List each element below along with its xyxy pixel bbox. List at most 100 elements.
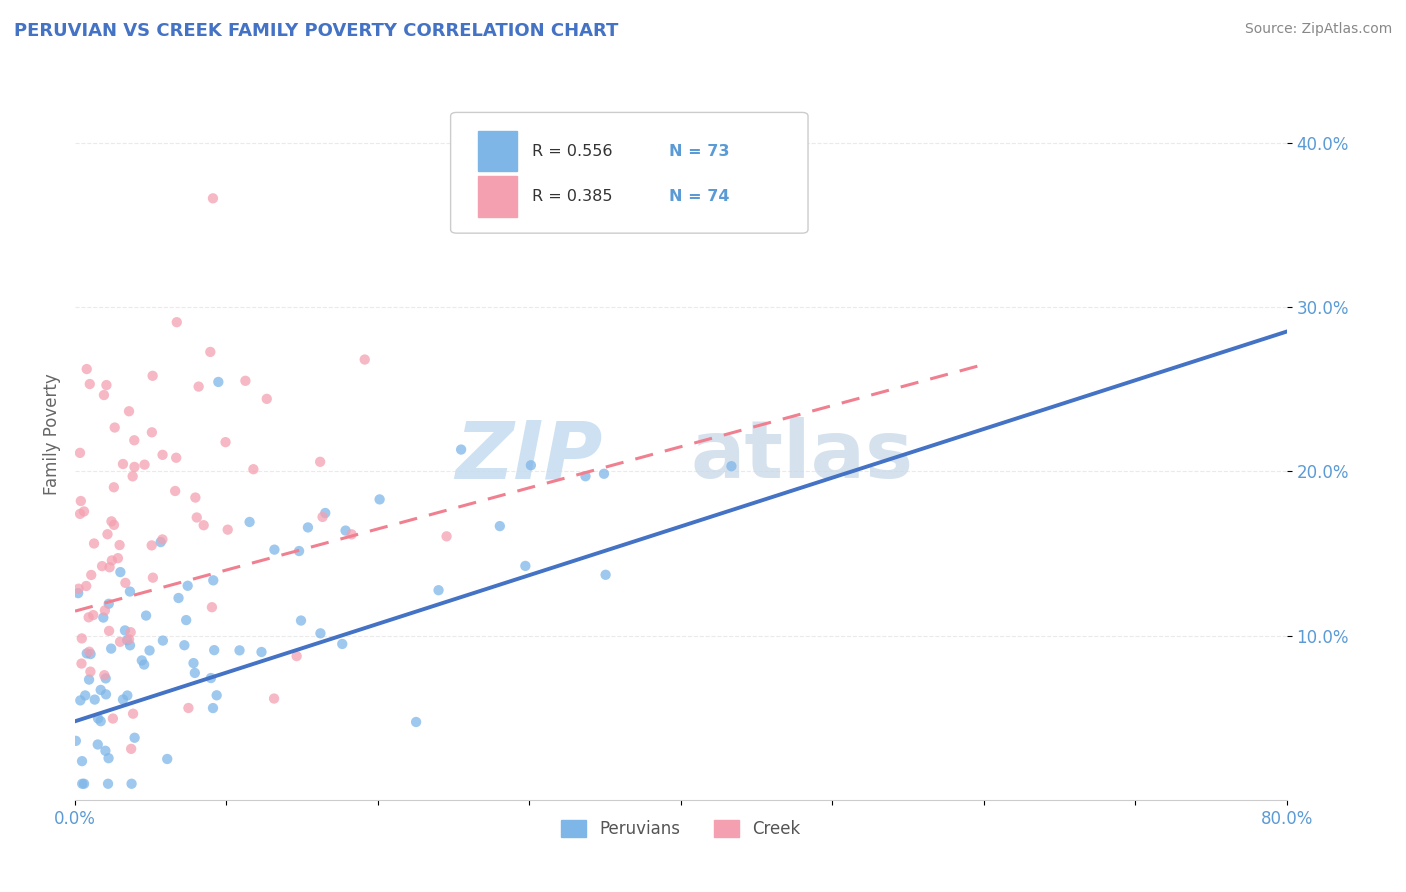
Point [200,345,222,359]
Text: R = 0.385: R = 0.385 [531,189,612,204]
Point [117,689,139,703]
Point [98,560,121,574]
Point [124,731,146,745]
Point [98,624,121,638]
Point [104,420,127,434]
Point [713,114,735,128]
Point [70,657,93,671]
Point [165,450,187,465]
Point [489,519,512,533]
Point [405,714,427,729]
Point [184,491,207,505]
Point [69,693,91,707]
Point [165,483,187,498]
Point [152,533,174,547]
Point [184,665,207,680]
Point [132,657,155,672]
Point [183,656,205,670]
Point [214,435,236,450]
Point [101,553,124,567]
Point [100,514,122,528]
Point [65,734,87,748]
Point [152,633,174,648]
Point [593,467,616,481]
Point [135,608,157,623]
Point [121,777,143,791]
Point [100,641,122,656]
Point [193,518,215,533]
Text: Source: ZipAtlas.com: Source: ZipAtlas.com [1244,22,1392,37]
Point [93,668,115,682]
Text: R = 0.556: R = 0.556 [531,144,612,159]
Point [67,582,90,596]
Point [353,352,375,367]
Point [97,597,120,611]
Legend: Peruvians, Creek: Peruvians, Creek [554,813,807,845]
Point [340,527,363,541]
Point [335,524,357,538]
Point [141,425,163,440]
Text: PERUVIAN VS CREEK FAMILY POVERTY CORRELATION CHART: PERUVIAN VS CREEK FAMILY POVERTY CORRELA… [14,22,619,40]
Point [200,671,222,685]
Point [103,517,125,532]
Point [217,523,239,537]
Point [176,579,198,593]
Point [202,574,225,588]
Point [73,504,96,518]
Point [114,575,136,590]
Point [97,751,120,765]
Point [87,738,110,752]
Point [152,448,174,462]
Point [205,688,228,702]
Point [187,379,209,393]
Point [69,507,91,521]
Point [142,368,165,383]
Point [77,610,100,624]
Point [149,535,172,549]
Point [76,362,98,376]
Point [96,527,118,541]
Point [94,672,117,686]
Point [108,635,131,649]
Point [177,701,200,715]
Point [108,538,131,552]
Point [80,568,103,582]
Point [114,624,136,638]
Point [94,603,117,617]
Point [141,538,163,552]
Point [118,638,141,652]
Y-axis label: Family Poverty: Family Poverty [44,374,60,495]
Point [138,643,160,657]
Point [97,777,120,791]
Point [69,494,91,508]
Point [115,633,138,648]
Bar [478,177,517,217]
Point [186,510,208,524]
Point [368,492,391,507]
Point [235,374,257,388]
Point [134,458,156,472]
Point [142,571,165,585]
Point [111,692,134,706]
FancyBboxPatch shape [450,112,808,233]
Point [90,682,112,697]
Point [77,673,100,687]
Point [263,542,285,557]
Point [201,701,224,715]
Point [228,643,250,657]
Point [285,649,308,664]
Point [202,643,225,657]
Point [309,455,332,469]
Point [309,626,332,640]
Point [250,645,273,659]
Point [75,579,97,593]
Point [111,457,134,471]
Point [201,600,224,615]
Point [436,529,458,543]
Point [101,712,124,726]
Point [120,742,142,756]
Point [120,625,142,640]
Point [103,480,125,494]
Point [239,515,262,529]
Point [118,632,141,647]
